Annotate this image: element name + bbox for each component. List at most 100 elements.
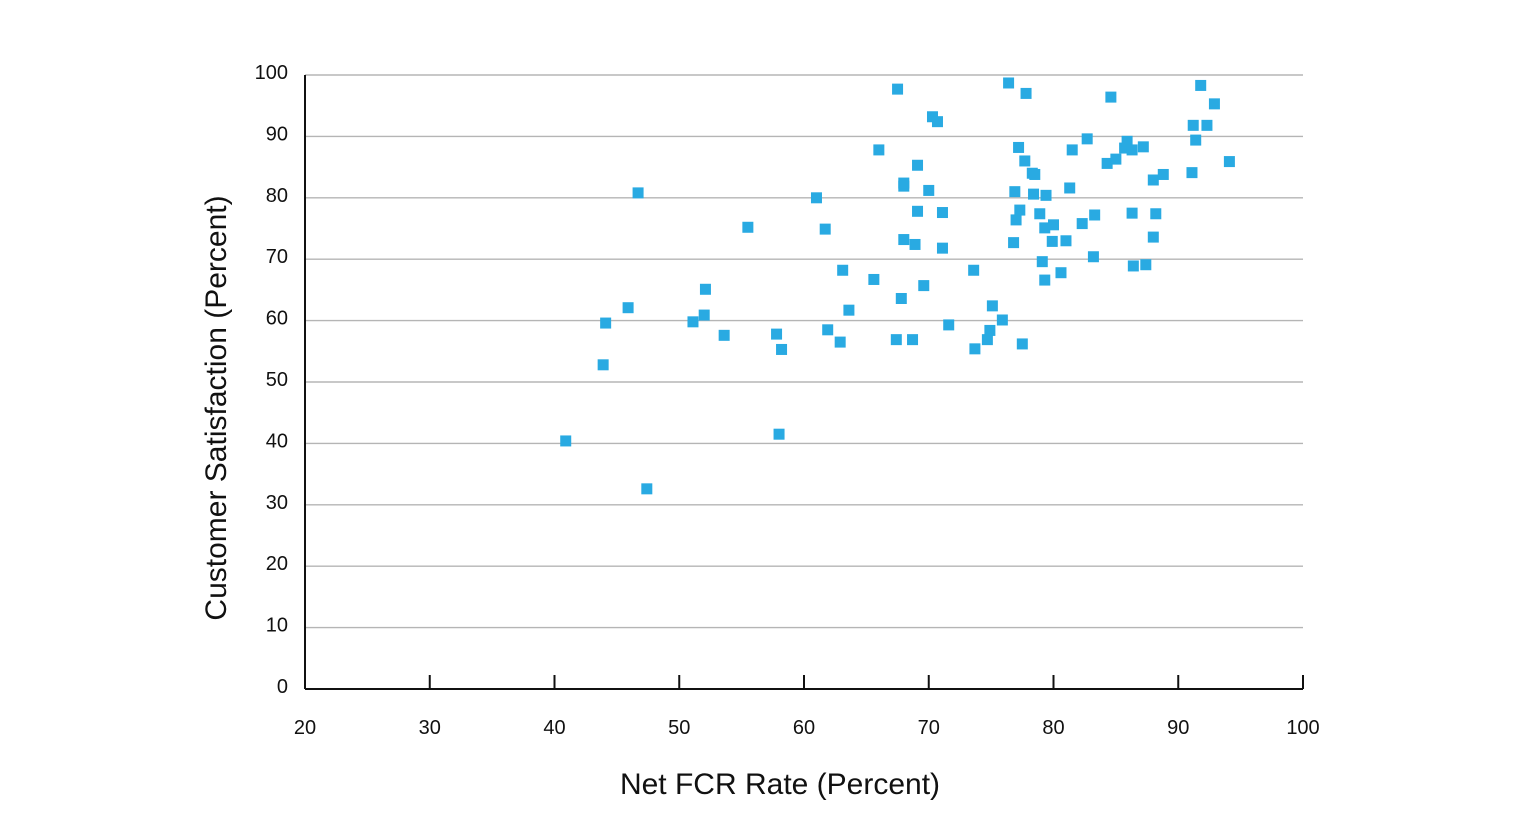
data-point — [1008, 237, 1020, 249]
x-tick-label: 60 — [793, 717, 815, 739]
data-point — [1020, 87, 1032, 99]
data-point — [868, 273, 880, 285]
data-point — [895, 292, 907, 304]
data-point — [1186, 167, 1198, 179]
data-point — [718, 329, 730, 341]
data-point — [1126, 207, 1138, 219]
data-point — [1028, 188, 1040, 200]
data-point — [1087, 251, 1099, 263]
y-tick-label: 60 — [266, 308, 288, 330]
x-tick-label: 80 — [1042, 717, 1064, 739]
data-point — [597, 359, 609, 371]
data-point — [1081, 133, 1093, 145]
data-point — [1016, 338, 1028, 350]
data-point — [641, 483, 653, 495]
data-point — [837, 264, 849, 276]
data-point — [1150, 208, 1162, 220]
data-point — [1195, 79, 1207, 91]
data-point — [1066, 144, 1078, 156]
data-point — [996, 314, 1008, 326]
data-point — [931, 116, 943, 128]
data-point — [969, 343, 981, 355]
data-point — [912, 205, 924, 217]
data-point — [898, 177, 910, 189]
data-points — [560, 77, 1235, 495]
data-point — [776, 343, 788, 355]
data-point — [819, 223, 831, 235]
data-point — [986, 300, 998, 312]
data-point — [1046, 235, 1058, 247]
y-tick-label: 100 — [255, 62, 288, 84]
grid-lines — [305, 74, 1303, 629]
data-point — [968, 264, 980, 276]
y-tick-label: 30 — [266, 492, 288, 514]
y-axis-title: Customer Satisfaction (Percent) — [200, 195, 233, 620]
data-point — [1105, 91, 1117, 103]
data-point — [687, 316, 699, 328]
y-tick-label: 0 — [277, 676, 288, 698]
data-point — [622, 302, 634, 314]
data-point — [1055, 267, 1067, 279]
data-point — [1110, 153, 1122, 165]
data-point — [898, 234, 910, 246]
data-point — [1201, 119, 1213, 131]
data-point — [1187, 119, 1199, 131]
data-point — [1048, 219, 1059, 231]
data-point — [1003, 77, 1015, 89]
data-point — [843, 304, 855, 316]
data-point — [1147, 174, 1159, 186]
x-tick-label: 90 — [1167, 717, 1189, 739]
data-point — [699, 283, 711, 295]
data-point — [943, 319, 955, 331]
data-point — [1064, 182, 1076, 194]
data-point — [1039, 222, 1051, 234]
data-point — [918, 280, 930, 292]
data-point — [600, 317, 612, 329]
data-point — [1039, 274, 1051, 286]
data-point — [1014, 204, 1026, 216]
data-point — [1147, 231, 1159, 243]
data-point — [1060, 235, 1072, 247]
x-tick-label: 30 — [419, 717, 441, 739]
data-point — [1101, 157, 1113, 169]
data-point — [984, 324, 996, 336]
data-point — [1190, 134, 1202, 146]
data-point — [909, 238, 921, 250]
y-tick-label: 10 — [266, 615, 288, 637]
x-tick-label: 50 — [668, 717, 690, 739]
data-point — [1036, 256, 1048, 268]
x-tick-label: 40 — [543, 717, 565, 739]
data-point — [923, 184, 935, 196]
data-point — [1076, 218, 1088, 230]
y-tick-label: 80 — [266, 185, 288, 207]
data-point — [1089, 209, 1101, 221]
data-point — [873, 144, 885, 156]
data-point — [742, 221, 754, 233]
data-point — [1121, 135, 1133, 147]
data-point — [936, 207, 948, 219]
data-point — [822, 324, 834, 336]
data-point — [1223, 156, 1235, 168]
data-point — [1019, 155, 1031, 167]
x-axis-title: Net FCR Rate (Percent) — [620, 768, 940, 801]
data-point — [890, 334, 902, 346]
data-point — [560, 435, 572, 447]
tick-labels: 0 10 20 30 40 50 60 70 80 90 100 20 30 40 50 60 70 80 90 10… — [255, 62, 1320, 739]
data-point — [698, 309, 710, 321]
data-point — [892, 83, 904, 95]
x-tick-label: 70 — [918, 717, 940, 739]
data-point — [912, 159, 924, 171]
y-tick-label: 20 — [266, 553, 288, 575]
data-point — [1126, 144, 1138, 156]
data-point — [1029, 168, 1041, 180]
y-tick-label: 50 — [266, 369, 288, 391]
data-point — [1127, 260, 1139, 272]
y-tick-label: 90 — [266, 123, 288, 145]
data-point — [1119, 142, 1131, 154]
data-point — [1009, 186, 1021, 198]
data-point — [1208, 98, 1220, 110]
data-point — [1034, 208, 1046, 220]
data-point — [1010, 214, 1022, 226]
